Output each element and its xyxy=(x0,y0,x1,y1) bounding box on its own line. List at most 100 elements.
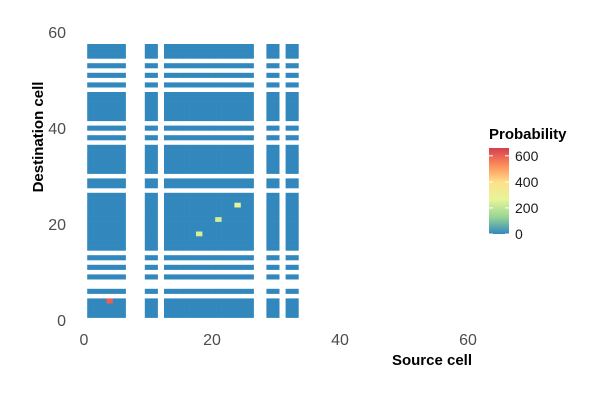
heatmap-cell xyxy=(234,312,242,318)
heatmap-cell xyxy=(202,221,210,227)
heatmap-cell xyxy=(266,63,274,69)
heatmap-cell xyxy=(240,192,248,198)
heatmap-cell xyxy=(183,298,190,304)
heatmap-cell xyxy=(202,183,210,189)
heatmap-cell xyxy=(183,312,190,318)
heatmap-cell xyxy=(144,240,152,246)
heatmap-cell xyxy=(247,212,254,218)
heatmap-cell xyxy=(87,125,94,131)
heatmap-cell xyxy=(164,154,171,160)
heatmap-cell xyxy=(272,178,280,184)
heatmap-cell xyxy=(189,82,197,88)
heatmap-cell xyxy=(183,149,190,155)
heatmap-cell xyxy=(272,240,280,246)
heatmap-cell xyxy=(164,183,171,189)
heatmap-cell xyxy=(164,116,171,122)
heatmap-cell xyxy=(164,236,171,242)
heatmap-cell xyxy=(272,303,280,309)
heatmap-cell xyxy=(247,149,254,155)
heatmap-cell xyxy=(272,245,280,251)
heatmap-cell xyxy=(106,149,114,155)
heatmap-cell xyxy=(240,303,248,309)
heatmap-cell xyxy=(176,135,184,141)
heatmap-cell xyxy=(240,125,248,131)
heatmap-cell xyxy=(285,92,293,98)
heatmap-cell xyxy=(87,63,94,69)
heatmap-cell xyxy=(202,274,210,280)
heatmap-cell xyxy=(202,92,210,98)
heatmap-cell xyxy=(247,308,254,314)
heatmap-cell xyxy=(215,154,222,160)
heatmap-cell xyxy=(164,125,171,131)
heatmap-cell xyxy=(196,72,203,78)
heatmap-cell xyxy=(215,164,222,170)
heatmap-cell xyxy=(285,125,293,131)
heatmap-cell xyxy=(228,48,235,54)
heatmap-cell xyxy=(221,202,229,208)
heatmap-cell xyxy=(183,197,190,203)
y-tick-label: 0 xyxy=(57,313,66,330)
heatmap-cell xyxy=(183,144,190,150)
heatmap-cell xyxy=(228,63,235,69)
heatmap-cell xyxy=(164,298,171,304)
heatmap-cell xyxy=(247,274,254,280)
heatmap-cell xyxy=(215,192,222,198)
heatmap-cell xyxy=(272,264,280,270)
heatmap-cell xyxy=(221,178,229,184)
heatmap-cell xyxy=(272,312,280,318)
heatmap-cell xyxy=(87,245,94,251)
colorbar-tick-label: 200 xyxy=(515,200,539,216)
heatmap-cell xyxy=(100,144,107,150)
heatmap-cell xyxy=(240,231,248,237)
heatmap-cell xyxy=(164,192,171,198)
heatmap-cell xyxy=(196,125,203,131)
heatmap-cell xyxy=(202,216,210,222)
heatmap-cell xyxy=(196,226,203,232)
heatmap-cell xyxy=(285,216,293,222)
heatmap-cell xyxy=(100,154,107,160)
heatmap-cell xyxy=(266,168,274,174)
heatmap-cell xyxy=(144,159,152,165)
heatmap-cell xyxy=(240,164,248,170)
heatmap-cell xyxy=(100,44,107,50)
heatmap-cell xyxy=(106,202,114,208)
heatmap-cell xyxy=(93,183,101,189)
heatmap-cell xyxy=(106,221,114,227)
heatmap-cell xyxy=(112,149,120,155)
heatmap-cell xyxy=(87,192,94,198)
heatmap-cell xyxy=(151,288,158,294)
heatmap-cell xyxy=(215,135,222,141)
heatmap-cell xyxy=(189,216,197,222)
heatmap-cell xyxy=(93,178,101,184)
heatmap-cell xyxy=(119,255,126,261)
heatmap-cell xyxy=(266,236,274,242)
heatmap-cell xyxy=(176,212,184,218)
heatmap-cell xyxy=(196,116,203,122)
heatmap-cell xyxy=(221,312,229,318)
heatmap-cell xyxy=(202,48,210,54)
heatmap-cell xyxy=(196,221,203,227)
heatmap-cell xyxy=(170,312,178,318)
heatmap-cell xyxy=(151,183,158,189)
heatmap-cell xyxy=(208,264,216,270)
heatmap-cell xyxy=(234,236,242,242)
heatmap-cell xyxy=(144,308,152,314)
heatmap-cell xyxy=(151,236,158,242)
heatmap-cell xyxy=(208,125,216,131)
heatmap-cell xyxy=(176,197,184,203)
heatmap-cell xyxy=(221,116,229,122)
heatmap-cell xyxy=(234,178,242,184)
heatmap-cell xyxy=(208,236,216,242)
heatmap-cell xyxy=(196,240,203,246)
heatmap-cell xyxy=(215,308,222,314)
heatmap-cell xyxy=(144,245,152,251)
heatmap-cell xyxy=(266,149,274,155)
heatmap-cell xyxy=(119,207,126,213)
heatmap-cell xyxy=(208,231,216,237)
heatmap-cell xyxy=(112,111,120,117)
heatmap-cell xyxy=(176,288,184,294)
heatmap-cell xyxy=(112,245,120,251)
heatmap-cell xyxy=(151,308,158,314)
heatmap-cell xyxy=(151,197,158,203)
heatmap-cell xyxy=(170,308,178,314)
